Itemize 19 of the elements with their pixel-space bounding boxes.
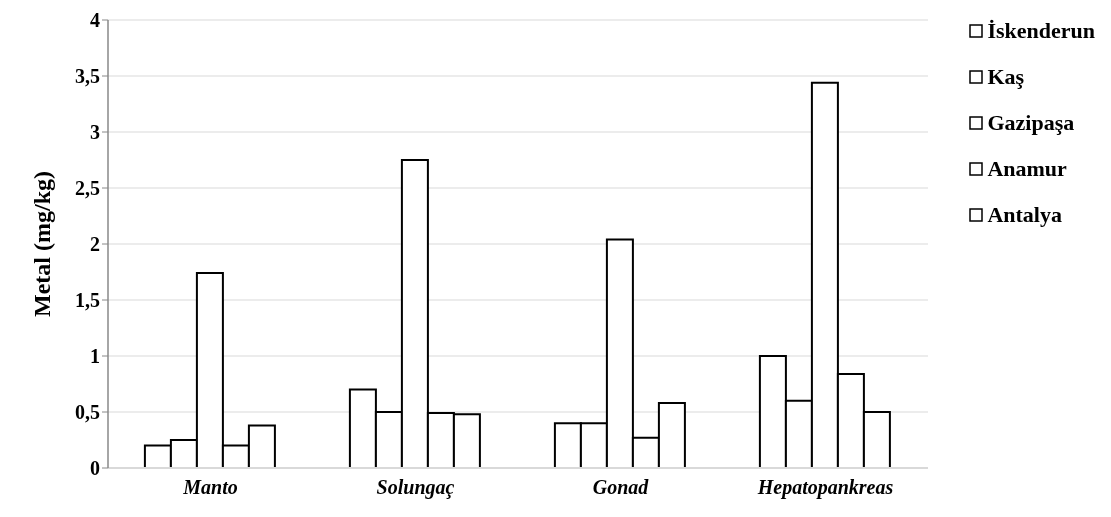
- legend-label: İskenderun: [987, 18, 1095, 44]
- x-tick-label: Gonad: [592, 476, 650, 498]
- y-tick-label: 2,5: [75, 177, 100, 200]
- y-tick-label: 0,5: [75, 401, 100, 424]
- x-tick-label: Solungaç: [376, 476, 455, 499]
- x-tick-label: Manto: [182, 476, 238, 498]
- legend-label: Antalya: [987, 202, 1062, 228]
- legend-label: Anamur: [987, 156, 1067, 182]
- x-tick-label: Hepatopankreas: [756, 476, 894, 499]
- legend-label: Kaş: [987, 64, 1025, 90]
- legend-label: Gazipaşa: [987, 110, 1075, 136]
- y-tick-label: 1: [90, 345, 100, 368]
- y-tick-label: 3: [90, 121, 100, 144]
- y-axis-title: Metal (mg/kg): [28, 171, 55, 317]
- y-tick-label: 1,5: [75, 289, 100, 312]
- y-tick-label: 3,5: [75, 65, 100, 88]
- y-tick-label: 0: [90, 457, 100, 480]
- y-tick-label: 4: [90, 9, 100, 32]
- y-tick-label: 2: [90, 233, 100, 256]
